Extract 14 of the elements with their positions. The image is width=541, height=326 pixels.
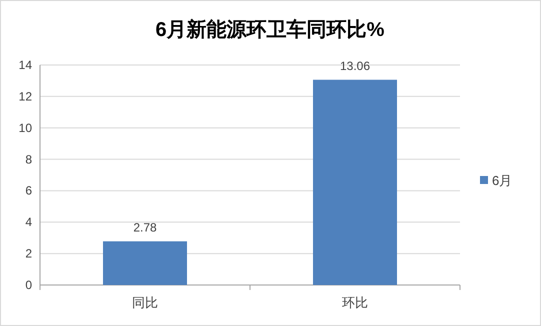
chart-title: 6月新能源环卫车同环比%	[156, 18, 385, 41]
data-label: 2.78	[133, 220, 157, 234]
x-tick-label: 同比	[132, 295, 158, 310]
data-label: 13.06	[340, 58, 370, 73]
y-tick-label: 6	[25, 184, 32, 198]
y-tick-label: 2	[25, 246, 32, 261]
y-tick-label: 10	[18, 120, 32, 135]
x-tick-label: 环比	[342, 295, 368, 310]
legend-label: 6月	[492, 173, 512, 188]
y-tick-label: 0	[25, 278, 32, 292]
y-tick-label: 4	[25, 215, 32, 230]
y-tick-label: 12	[18, 89, 32, 104]
y-tick-label: 8	[25, 152, 32, 166]
y-tick-label: 14	[18, 58, 32, 72]
